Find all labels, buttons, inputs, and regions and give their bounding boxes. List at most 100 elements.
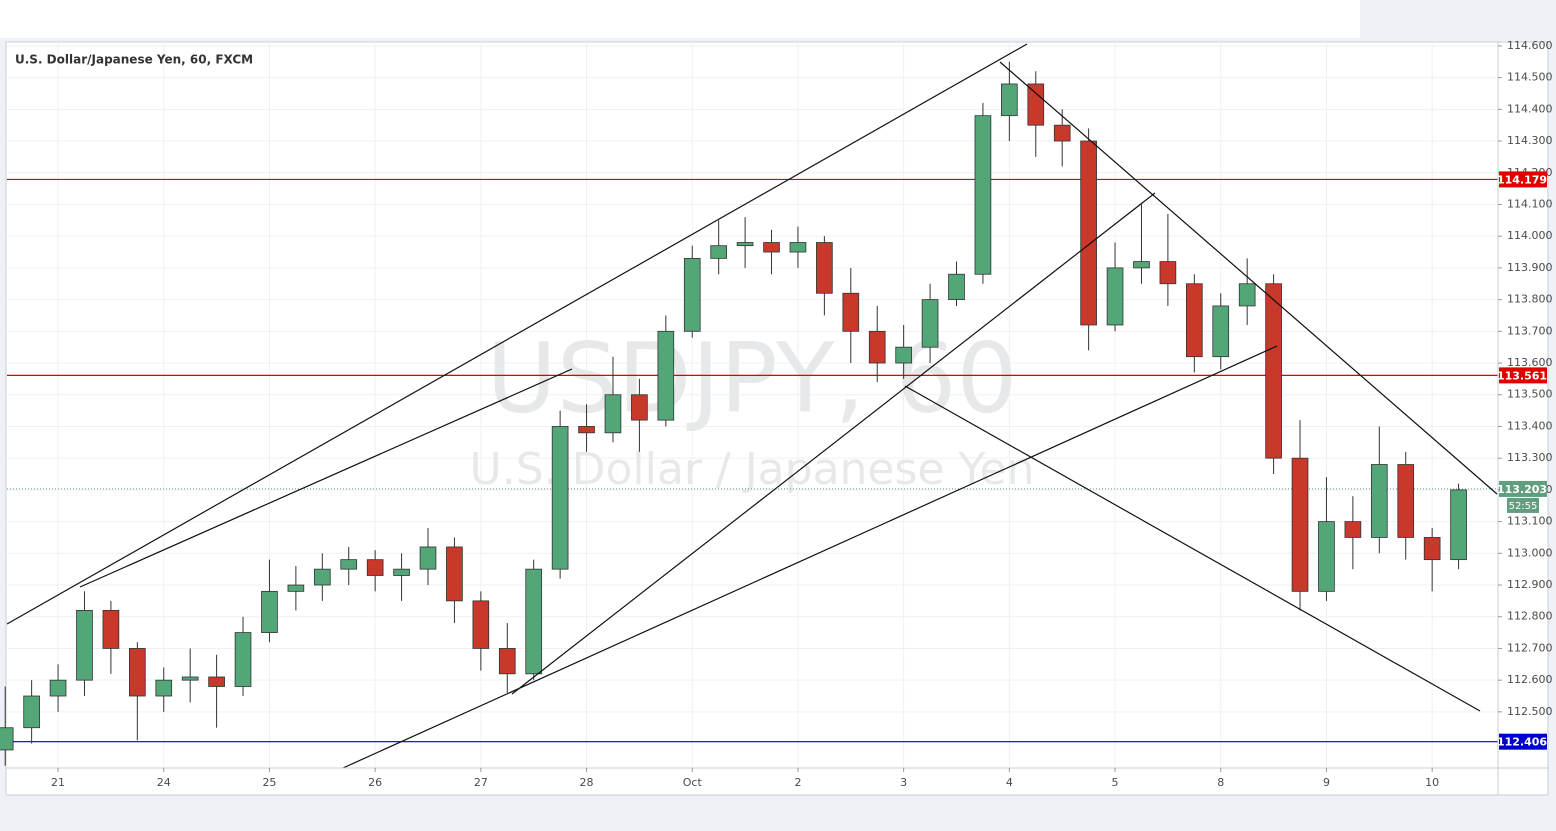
candle-body	[1106, 267, 1124, 326]
candle-body	[763, 242, 780, 253]
x-tick-label: 4	[1006, 776, 1013, 789]
x-tick-label: 10	[1425, 776, 1439, 789]
candle-body	[736, 242, 754, 247]
candle-body	[0, 727, 14, 751]
candle-body	[789, 242, 807, 253]
y-tick-label: 112.500	[1507, 705, 1553, 718]
candle-body	[23, 695, 40, 729]
candle-body	[313, 568, 331, 586]
candle-body	[1265, 283, 1282, 459]
trend-line	[511, 192, 1156, 695]
y-tick-label: 113.500	[1507, 388, 1553, 401]
candle-body	[551, 426, 569, 570]
trend-line	[999, 61, 1498, 495]
y-tick-label: 113.300	[1507, 451, 1553, 464]
candle-body	[1212, 305, 1230, 358]
y-tick-label: 113.000	[1507, 546, 1553, 559]
candle-body	[868, 330, 886, 364]
trend-line	[6, 43, 1028, 625]
candle-body	[49, 679, 67, 697]
candle-body	[816, 242, 833, 294]
x-tick-label: 25	[262, 776, 276, 789]
candle-body	[419, 546, 437, 570]
y-tick-label: 113.700	[1507, 324, 1553, 337]
y-tick-label: 112.900	[1507, 578, 1553, 591]
candle-body	[657, 330, 675, 421]
y-tick-label: 113.900	[1507, 261, 1553, 274]
candle-body	[1080, 140, 1097, 326]
candle-body	[340, 559, 358, 570]
y-tick-label: 113.400	[1507, 419, 1553, 432]
candle-body	[1238, 283, 1256, 307]
y-tick-label: 114.100	[1507, 197, 1553, 210]
candle-body	[472, 600, 490, 649]
candle-body	[76, 609, 93, 681]
candle-body	[525, 568, 543, 675]
level-label-box	[1499, 171, 1547, 188]
candle-body	[1450, 489, 1467, 561]
x-tick-label: 3	[900, 776, 907, 789]
candles	[0, 61, 1467, 766]
x-tick-label: 5	[1112, 776, 1119, 789]
x-tick-label: 2	[794, 776, 801, 789]
candle-body	[1423, 537, 1441, 561]
candle-body	[1133, 261, 1150, 269]
level-label: 112.406	[1497, 736, 1547, 749]
trend-line	[904, 385, 1481, 712]
candle-body	[208, 676, 225, 687]
y-tick-label: 112.600	[1507, 673, 1553, 686]
candle-body	[710, 245, 728, 259]
header-bar	[0, 0, 1360, 38]
y-tick-label: 114.400	[1507, 102, 1553, 115]
candle-body	[181, 676, 199, 681]
candle-body	[683, 257, 701, 332]
level-label: 113.561	[1497, 369, 1547, 382]
candle-body	[129, 648, 146, 697]
candle-body	[1291, 457, 1309, 592]
candle-body	[155, 679, 173, 697]
x-tick-label: 26	[368, 776, 382, 789]
candle-body	[1053, 124, 1071, 142]
grid	[7, 42, 1498, 768]
y-tick-label: 112.700	[1507, 641, 1553, 654]
candle-body	[287, 584, 305, 592]
candle-body	[578, 426, 595, 434]
candle-body	[1318, 521, 1335, 592]
x-tick-label: 24	[157, 776, 171, 789]
levels	[7, 178, 1498, 743]
chart-frame	[5, 41, 1549, 796]
level-label-box	[1499, 367, 1547, 384]
trend-line	[342, 345, 1278, 769]
y-tick-label: 114.000	[1507, 229, 1553, 242]
candle-body	[498, 648, 516, 675]
candle-body	[1185, 283, 1203, 358]
candle-body	[1159, 261, 1177, 285]
candle-body	[366, 559, 384, 576]
candle-body	[948, 273, 965, 301]
countdown-box	[1507, 497, 1539, 513]
chart-title: U.S. Dollar/Japanese Yen, 60, FXCM	[15, 53, 253, 67]
candle-body	[842, 292, 860, 332]
candle-body	[631, 394, 648, 421]
y-tick-label: 112.800	[1507, 610, 1553, 623]
axes: 112.500 112.600 112.700 112.800 112.900 113.0…	[51, 39, 1552, 789]
candle-body	[446, 546, 463, 602]
x-tick-label: 8	[1217, 776, 1224, 789]
trend-line	[79, 368, 573, 588]
x-tick-label: 28	[580, 776, 594, 789]
candle-body	[261, 590, 278, 633]
candle-body	[1027, 83, 1045, 126]
candle-body	[974, 115, 992, 275]
x-tick-label: Oct	[683, 776, 703, 789]
candle-body	[1344, 521, 1362, 538]
y-tick-label: 113.800	[1507, 293, 1553, 306]
x-tick-label: 9	[1323, 776, 1330, 789]
trend-lines	[6, 43, 1498, 769]
y-tick-label: 113.100	[1507, 515, 1553, 528]
y-tick-label: 114.300	[1507, 134, 1553, 147]
y-tick-label: 114.500	[1507, 71, 1553, 84]
level-label: 113.203	[1497, 483, 1547, 496]
candle-body	[1397, 464, 1415, 538]
candle-body	[102, 609, 120, 649]
